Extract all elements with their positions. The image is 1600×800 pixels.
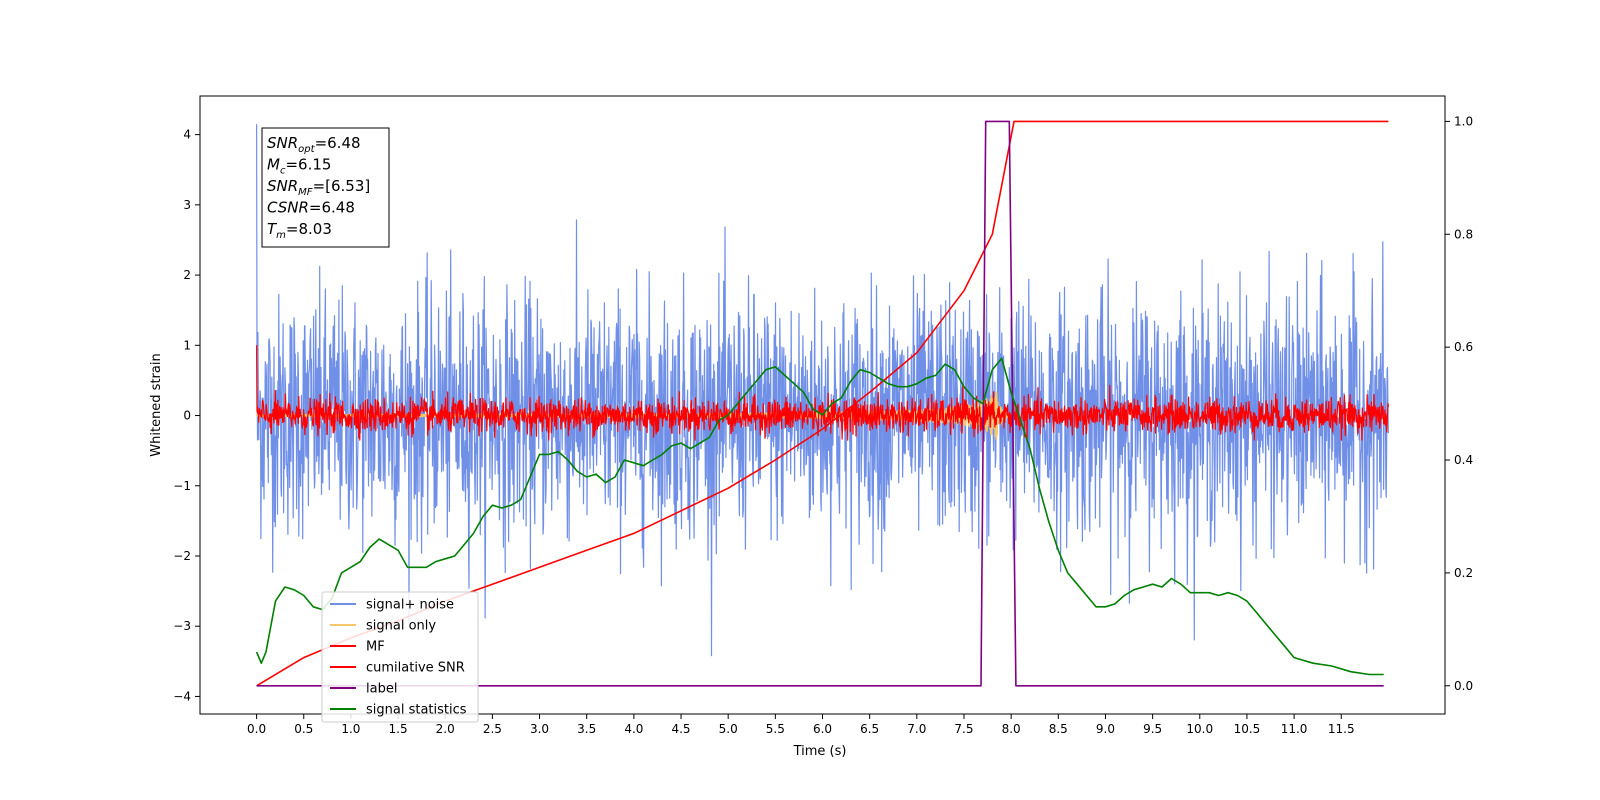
y-axis-label: Whitened strain — [149, 353, 164, 456]
x-tick-label: 0.0 — [247, 722, 266, 736]
y-tick-label: −2 — [173, 549, 191, 563]
y2-tick-label: 0.0 — [1454, 679, 1473, 693]
x-tick-label: 1.5 — [389, 722, 408, 736]
y2-tick-label: 0.6 — [1454, 340, 1473, 354]
x-tick-label: 5.0 — [719, 722, 738, 736]
x-tick-label: 11.5 — [1328, 722, 1355, 736]
legend-label-signal-noise: signal+ noise — [366, 598, 454, 613]
y-tick-label: −1 — [173, 479, 191, 493]
y2-tick-label: 1.0 — [1454, 114, 1473, 128]
x-axis-label: Time (s) — [793, 744, 847, 759]
legend-label-label: label — [366, 682, 397, 697]
y2-tick-label: 0.8 — [1454, 227, 1473, 241]
annotation-box-frame — [261, 127, 390, 248]
x-tick-label: 4.5 — [671, 722, 690, 736]
y-tick-label: 3 — [183, 198, 191, 212]
y2-tick-label: 0.4 — [1454, 453, 1473, 467]
y-tick-label: 1 — [183, 338, 191, 352]
x-tick-label: 3.5 — [577, 722, 596, 736]
x-tick-label: 0.5 — [294, 722, 313, 736]
annotation-line: Mc=6.15 — [267, 156, 331, 177]
y-axis-right: 0.0 0.2 0.4 0.6 0.8 1.0 — [1445, 114, 1473, 693]
x-tick-label: 2.0 — [436, 722, 455, 736]
annotation-line: SNRopt=6.48 — [267, 134, 361, 155]
y-tick-label: 2 — [183, 268, 191, 282]
series-line-mf — [256, 345, 1389, 441]
x-tick-label: 2.5 — [483, 722, 502, 736]
x-tick-label: 6.0 — [813, 722, 832, 736]
y-axis-left: −4 −3 −2 −1 0 1 2 3 4 — [173, 128, 200, 703]
x-tick-label: 6.5 — [860, 722, 879, 736]
x-tick-label: 5.5 — [766, 722, 785, 736]
legend-label-signal-only: signal only — [366, 619, 436, 634]
y-tick-label: 4 — [183, 128, 191, 142]
x-tick-label: 9.0 — [1096, 722, 1115, 736]
legend-label-cumilative-snr: cumilative SNR — [366, 661, 465, 676]
x-tick-label: 11.0 — [1281, 722, 1308, 736]
legend-label-signal-statistics: signal statistics — [366, 703, 467, 718]
series-line-signal-statistics — [255, 357, 1384, 676]
x-tick-label: 7.5 — [954, 722, 973, 736]
x-tick-label: 1.0 — [341, 722, 360, 736]
annotation-line: SNRMF=[6.53] — [267, 177, 370, 198]
x-tick-label: 8.0 — [1002, 722, 1021, 736]
x-tick-label: 10.0 — [1186, 722, 1213, 736]
y-tick-label: 0 — [183, 409, 191, 423]
legend-label-mf: MF — [366, 640, 385, 655]
series-line-signal-noise — [256, 124, 1389, 657]
series-line-label — [256, 120, 1384, 687]
y-tick-label: −3 — [173, 619, 191, 633]
x-tick-label: 9.5 — [1143, 722, 1162, 736]
legend-frame — [321, 591, 479, 723]
x-axis: 0.0 0.5 1.0 1.5 2.0 2.5 3.0 3.5 4.0 4.5 5.0 5.5 6.0 6… — [247, 714, 1355, 736]
x-tick-label: 8.5 — [1049, 722, 1068, 736]
x-tick-label: 3.0 — [530, 722, 549, 736]
annotation-line: CSNR=6.48 — [267, 199, 355, 217]
y-tick-label: −4 — [173, 689, 191, 703]
legend: signal+ noise signal only MF cumilative SNR… — [321, 591, 479, 723]
y2-tick-label: 0.2 — [1454, 566, 1473, 580]
x-tick-label: 7.0 — [907, 722, 926, 736]
annotation-line: Tm=8.03 — [267, 220, 332, 241]
x-tick-label: 10.5 — [1234, 722, 1261, 736]
x-tick-label: 4.0 — [624, 722, 643, 736]
